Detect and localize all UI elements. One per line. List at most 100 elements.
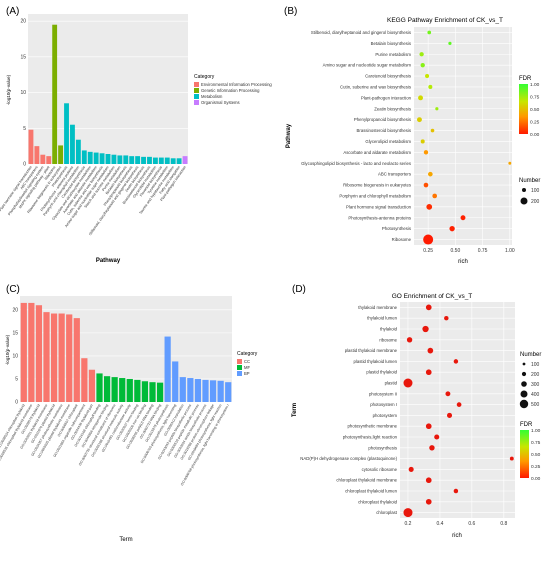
y-tick-label: Ribosome biogenesis in eukaryotes (343, 183, 411, 188)
bar (66, 314, 73, 402)
fdr-legend-tick: 0.50 (531, 452, 541, 458)
y-tick-label: photosynthetic membrane (348, 424, 398, 429)
panel-b-y-axis-label: Pathway (286, 123, 292, 148)
panel-b-title: KEGG Pathway Enrichment of CK_vs_T (387, 17, 503, 24)
bar (217, 380, 224, 402)
bar (202, 379, 209, 402)
point (508, 161, 512, 165)
fdr-legend-tick: 0.00 (530, 132, 540, 138)
bar (164, 336, 171, 402)
panel-d: (D) GO Enrichment of CK_vs_T thylakoid m… (292, 284, 541, 539)
legend-label: Environmental Information Processing (201, 82, 272, 87)
bar (103, 376, 111, 402)
bar (164, 157, 170, 164)
y-tick-label: Photosynthesis (382, 226, 411, 231)
y-tick-label: photosystem (373, 413, 398, 418)
panel-d-plot-background (400, 302, 515, 518)
y-tick-label: plastid (385, 381, 398, 386)
bar (64, 103, 69, 164)
y-tick-label: Purine metabolism (375, 52, 411, 57)
point (403, 378, 413, 388)
y-tick-label: Betalain biosynthesis (371, 41, 411, 46)
bar (170, 158, 176, 164)
bar (149, 382, 156, 402)
point (425, 74, 430, 79)
y-tick-label: thylakoid lumen (367, 316, 397, 321)
y-tick-label: Glycosphingolipid biosynthesis - lacto a… (301, 161, 411, 166)
fdr-legend-tick: 0.25 (530, 119, 540, 125)
y-tick-label: Phenylpropanoid biosynthesis (354, 117, 411, 122)
bar (152, 157, 158, 164)
bar (105, 154, 111, 164)
panel-b-points (416, 30, 512, 245)
point (429, 445, 435, 451)
bar (176, 158, 182, 164)
y-tick-label: photosynthesis (368, 445, 397, 450)
fdr-legend-tick: 0.00 (531, 476, 541, 482)
y-tick-label: Cutin, suberine and wax biosynthesis (340, 84, 411, 89)
number-legend-label: 200 (531, 372, 540, 378)
y-tick-label: Carotenoid biosynthesis (365, 74, 411, 79)
bar (28, 302, 35, 402)
y-tick-label: Plant-pathogen interaction (361, 95, 412, 100)
y-tick-label: 0 (15, 400, 18, 406)
point (446, 412, 453, 418)
number-legend-label: 400 (531, 392, 540, 398)
y-tick-label: chloroplast thylakoid (358, 499, 398, 504)
point (408, 466, 414, 472)
legend-swatch (194, 100, 199, 105)
number-legend-label: 200 (531, 199, 540, 205)
panel-a: (A) 0 5 10 15 20 Plant hormone signal transd… (0, 6, 272, 264)
point (420, 62, 425, 68)
legend-label: Metabolism (201, 94, 223, 99)
number-legend-dot (522, 188, 526, 192)
panel-a-plot-background (28, 14, 188, 164)
bar (209, 380, 217, 402)
panel-c-bars (20, 302, 232, 402)
legend-swatch (237, 359, 242, 364)
point (434, 434, 440, 440)
number-legend-dot (519, 399, 529, 409)
panel-d-y-axis-label: Term (292, 403, 298, 417)
panel-a-label: (A) (6, 6, 19, 17)
panel-c-x-tick-labels: GO:0009534 chloroplast thylakoidGO:00095… (0, 403, 230, 486)
bar (135, 156, 141, 164)
bar (75, 139, 81, 164)
y-tick-label: Photosynthesis-antenna proteins (348, 215, 411, 220)
point (427, 347, 434, 354)
panel-b-fdr-colorbar (519, 84, 528, 134)
point (456, 402, 462, 407)
panel-c-y-axis-label: -log10(p-value) (5, 334, 10, 365)
y-tick-label: 15 (20, 54, 26, 60)
panel-a-legend-title: Category (194, 74, 215, 80)
y-tick-label: NAD(P)H dehydrogenase complex (plastoqui… (300, 456, 397, 461)
bar (46, 156, 52, 164)
point (406, 337, 413, 343)
panel-b-fdr-legend-title: FDR (519, 76, 532, 82)
bar (88, 369, 96, 402)
bar (28, 129, 34, 164)
fdr-legend-tick: 0.75 (530, 94, 540, 100)
x-tick-label: 1.00 (505, 248, 515, 254)
bar (111, 377, 118, 402)
panel-d-gridlines (400, 302, 515, 518)
bar (58, 145, 64, 164)
panel-d-x-axis-label: rich (452, 533, 462, 539)
x-tick-label: 0.2 (405, 521, 412, 527)
panel-b-fdr-legend-ticks: 1.00 0.75 0.50 0.25 0.00 (530, 82, 540, 138)
y-tick-label: Stilbenoid, diarylheptanoid and gingerol… (311, 30, 411, 35)
panel-d-points (403, 304, 514, 518)
bar (187, 378, 194, 402)
bar (123, 155, 129, 164)
y-tick-label: chloroplast (376, 510, 398, 515)
point (445, 391, 451, 397)
point (419, 52, 424, 57)
point (423, 182, 429, 188)
number-legend-dot (520, 197, 528, 205)
legend-label: Genetic Information Processing (201, 88, 260, 93)
point (425, 304, 432, 311)
y-tick-label: chloroplast thylakoid membrane (336, 478, 397, 483)
y-tick-label: thylakoid membrane (358, 305, 397, 310)
y-tick-label: Ribosome (392, 237, 412, 242)
